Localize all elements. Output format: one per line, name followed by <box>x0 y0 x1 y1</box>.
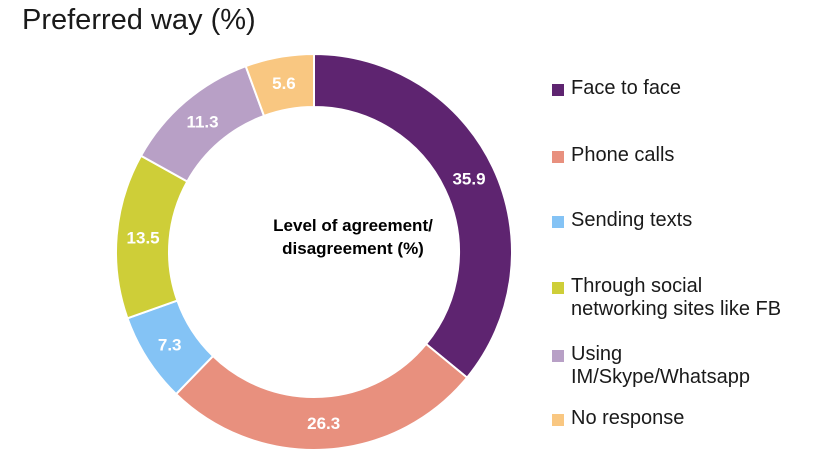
donut-slice-phone-calls <box>174 342 469 451</box>
legend-swatch <box>552 350 564 362</box>
legend-item-face-to-face: Face to face <box>552 77 681 100</box>
legend-item-no-response: No response <box>552 407 684 430</box>
data-label-phone-calls: 26.3 <box>307 414 340 433</box>
legend-label: No response <box>571 407 685 429</box>
center-label: Level of agreement/ disagreement (%) <box>243 214 463 260</box>
legend-label: Using IM/Skype/Whatsapp <box>571 343 750 388</box>
donut-slice-face-to-face <box>313 52 513 380</box>
data-label-no-response: 5.6 <box>272 74 296 93</box>
center-label-line-2: disagreement (%) <box>282 239 424 258</box>
data-label-through-social-networking-sites-like-fb: 13.5 <box>127 229 160 248</box>
legend-swatch <box>552 282 564 294</box>
legend-item-instant-messaging: Using IM/Skype/Whatsapp <box>552 343 750 389</box>
legend-label: Phone calls <box>571 144 675 166</box>
data-label-sending-texts: 7.3 <box>158 336 182 355</box>
legend-item-sending-texts: Sending texts <box>552 209 692 232</box>
donut-slice-no-response <box>244 52 315 118</box>
legend-item-social-networking: Through social networking sites like FB <box>552 275 781 321</box>
legend-swatch <box>552 151 564 163</box>
data-label-face-to-face: 35.9 <box>452 170 485 189</box>
legend-swatch <box>552 84 564 96</box>
legend-label: Sending texts <box>571 209 693 231</box>
legend-item-phone-calls: Phone calls <box>552 144 674 167</box>
legend-label: Through social networking sites like FB <box>571 275 782 320</box>
legend-label: Face to face <box>571 77 682 99</box>
legend-swatch <box>552 414 564 426</box>
legend-swatch <box>552 216 564 228</box>
center-label-line-1: Level of agreement/ <box>273 216 433 235</box>
data-label-using-im-skype-whatsapp: 11.3 <box>186 113 218 132</box>
chart-title: Preferred way (%) <box>22 4 256 36</box>
